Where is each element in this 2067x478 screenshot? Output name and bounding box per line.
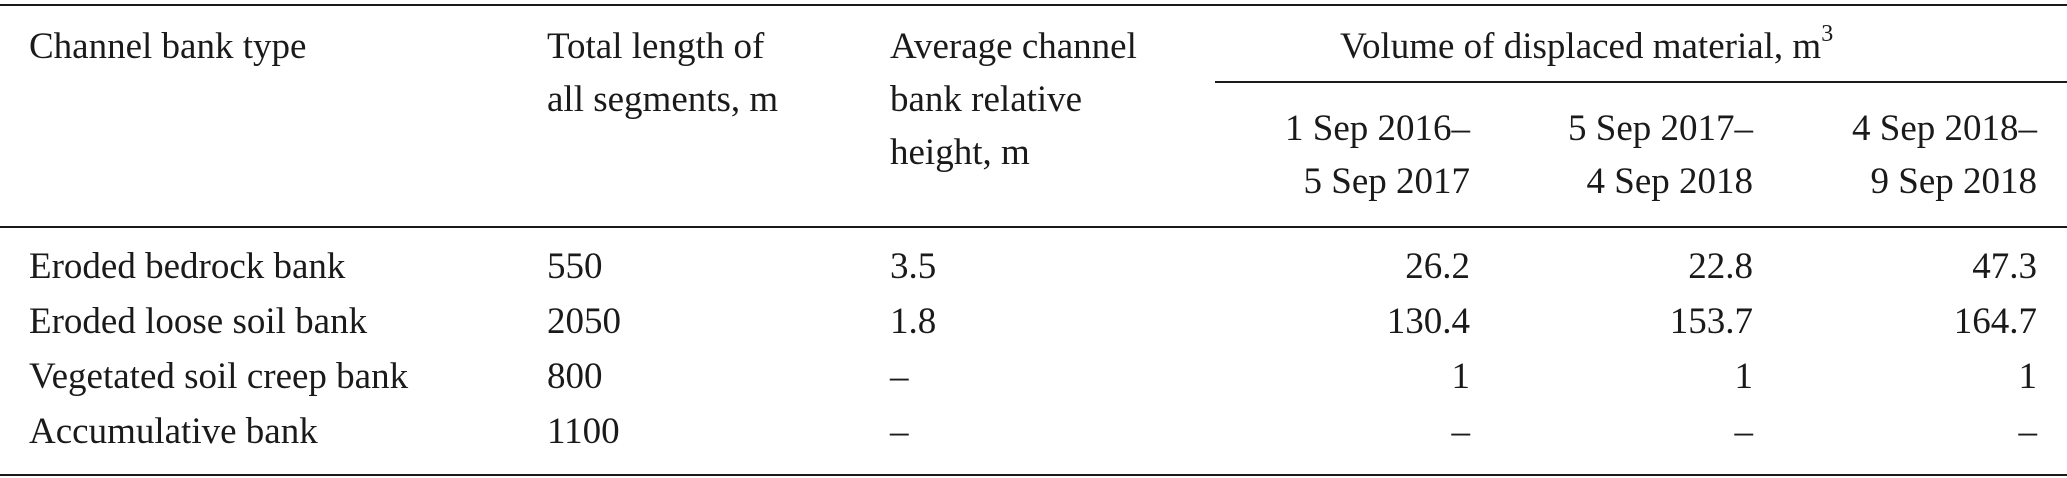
table-cell: 1 [1734, 356, 1754, 397]
table-cell: Eroded loose soil bank [29, 301, 368, 342]
group-rule [1215, 81, 2067, 83]
table-cell: 47.3 [1972, 246, 2037, 287]
table-cell: 1100 [547, 411, 620, 452]
table-cell: 130.4 [1386, 301, 1470, 342]
column-header: all segments, m [547, 79, 779, 120]
column-header: Average channel [890, 26, 1137, 67]
table-cell: – [1451, 411, 1471, 452]
table-cell: 550 [547, 246, 603, 287]
mid-rule [0, 226, 2067, 228]
column-header: 9 Sep 2018 [1870, 161, 2038, 202]
table-cell: 22.8 [1688, 246, 1753, 287]
table-cell: Accumulative bank [29, 411, 318, 452]
column-header: height, m [890, 132, 1030, 173]
table-cell: 1 [2018, 356, 2038, 397]
table-cell: – [890, 356, 909, 397]
table-cell: 153.7 [1669, 301, 1753, 342]
group-header: Volume of displaced material, m3 [1340, 22, 1833, 67]
bottom-rule [0, 474, 2067, 476]
group-header-text: Volume of displaced material, m [1340, 26, 1822, 67]
table-cell: 164.7 [1953, 301, 2037, 342]
table-cell: 1 [1451, 356, 1471, 397]
column-header: 1 Sep 2016– [1285, 108, 1470, 149]
table-cell: – [890, 411, 909, 452]
table-cell: 2050 [547, 301, 621, 342]
table-cell: – [2018, 411, 2038, 452]
column-header: Total length of [547, 26, 765, 67]
column-header: 4 Sep 2018– [1852, 108, 2037, 149]
column-header: Channel bank type [29, 26, 307, 67]
table-cell: Vegetated soil creep bank [29, 356, 409, 397]
table-cell: 800 [547, 356, 603, 397]
column-header: 4 Sep 2018 [1586, 161, 1754, 202]
table-cell: 26.2 [1405, 246, 1470, 287]
column-header: 5 Sep 2017– [1568, 108, 1753, 149]
table-cell: 3.5 [890, 246, 937, 287]
top-rule [0, 4, 2067, 6]
group-header-superscript: 3 [1821, 21, 1834, 47]
column-header: 5 Sep 2017 [1303, 161, 1471, 202]
column-header: bank relative [890, 79, 1083, 120]
table-cell: 1.8 [890, 301, 937, 342]
table-cell: Eroded bedrock bank [29, 246, 346, 287]
table-cell: – [1734, 411, 1754, 452]
